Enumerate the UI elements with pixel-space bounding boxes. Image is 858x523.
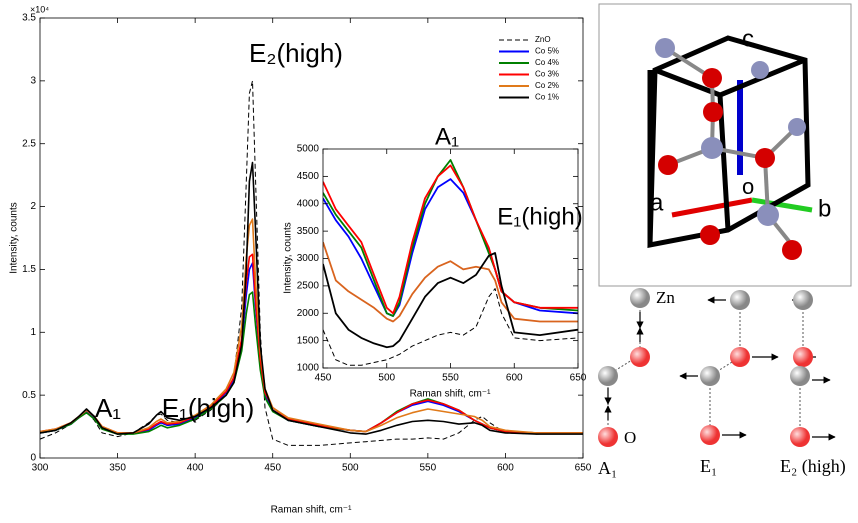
o-atom	[700, 425, 720, 445]
x-tick-label: 650	[575, 463, 592, 474]
x-tick-label: 550	[442, 373, 459, 384]
zn-atom	[655, 38, 675, 58]
zn-atom	[630, 288, 650, 308]
y-tick-label: 2500	[297, 281, 320, 292]
y-tick-label: 4000	[297, 198, 320, 209]
y-tick-label: 1000	[297, 363, 320, 374]
y-tick-label: 3	[30, 75, 36, 86]
peak-annotation: A₁	[435, 123, 459, 150]
o-atom	[702, 68, 722, 88]
axis-exponent: ×10⁴	[30, 4, 49, 14]
zn-atom	[790, 366, 810, 386]
crystal-structure: c a b o	[598, 3, 852, 287]
o-atom	[790, 427, 810, 447]
y-tick-label: 2.5	[22, 138, 36, 149]
y-axis-label: Intensity, counts	[9, 202, 20, 274]
o-atom	[700, 225, 720, 245]
legend-label: Co 2%	[535, 81, 559, 90]
mode-label: E₂ (high)	[780, 456, 846, 477]
o-atom	[630, 347, 650, 367]
x-tick-label: 600	[497, 463, 514, 474]
peak-annotation: E₁(high)	[162, 393, 255, 423]
y-tick-label: 3000	[297, 253, 320, 264]
legend-label: Co 3%	[535, 70, 559, 79]
axis-label: c	[742, 25, 754, 52]
o-atom	[782, 240, 802, 260]
series-line	[323, 252, 578, 349]
y-tick-label: 0	[30, 453, 36, 464]
zn-atom	[793, 290, 813, 310]
zn-atoms	[655, 38, 806, 226]
y-tick-label: 0.5	[22, 390, 36, 401]
y-tick-label: 4500	[297, 171, 320, 182]
peak-annotation: E₁(high)	[497, 203, 582, 230]
o-atoms	[658, 68, 802, 260]
zn-atom	[700, 366, 720, 386]
series-line	[40, 80, 583, 446]
y-axis-label: Intensity, counts	[283, 222, 294, 294]
legend-label: ZnO	[535, 35, 551, 44]
y-tick-label: 2	[30, 201, 36, 212]
x-tick-label: 450	[315, 373, 332, 384]
x-tick-label: 400	[187, 463, 204, 474]
mode-label: E₁	[700, 456, 717, 476]
inset-chart: 450 500 550 600 650 1000 1500 2000 2500 3000 3500 4…	[283, 123, 587, 399]
zn-atom	[730, 290, 750, 310]
o-atom	[658, 155, 678, 175]
legend-label: Co 4%	[535, 58, 559, 67]
series-line	[323, 241, 578, 323]
o-atom	[703, 102, 723, 122]
b-axis	[751, 197, 813, 213]
x-tick-label: 300	[32, 463, 49, 474]
atom-label: Zn	[656, 288, 675, 307]
zn-atom	[757, 204, 779, 226]
y-tick-label: 5000	[297, 144, 320, 155]
legend-label: Co 5%	[535, 47, 559, 56]
x-tick-label: 550	[420, 463, 437, 474]
x-axis-label: Raman shift, cm⁻¹	[271, 505, 353, 516]
series-line	[323, 164, 578, 315]
y-tick-label: 1.5	[22, 264, 36, 275]
axis-label: a	[650, 189, 664, 216]
series-line	[40, 218, 583, 434]
x-axis-label: Raman shift, cm⁻¹	[410, 389, 492, 400]
y-tick-label: 1500	[297, 335, 320, 346]
peak-annotation: E₂(high)	[249, 38, 343, 68]
series-line	[40, 161, 583, 435]
x-tick-label: 500	[378, 373, 395, 384]
axis-label: b	[818, 195, 831, 222]
legend-label: Co 1%	[535, 93, 559, 102]
y-tick-label: 2000	[297, 308, 320, 319]
y-tick-label: 1	[30, 327, 36, 338]
atom-label: O	[624, 428, 636, 447]
y-tick-label: 3.5	[22, 13, 36, 24]
x-tick-label: 350	[109, 463, 126, 474]
o-atom	[730, 347, 750, 367]
axis-label: o	[742, 174, 754, 199]
main-chart: 300 350 400 450 500 550 600 650 0 0.5 1 1.5 2 2.5 3 3.5…	[9, 4, 592, 515]
o-atom	[755, 148, 775, 168]
plot-frame	[39, 17, 584, 459]
zn-atom	[751, 61, 769, 79]
x-tick-label: 600	[506, 373, 523, 384]
zn-atom	[701, 137, 723, 159]
unit-cell	[647, 35, 811, 249]
x-tick-label: 450	[264, 463, 281, 474]
peak-annotation: A₁	[95, 393, 121, 423]
x-tick-label: 650	[570, 373, 587, 384]
o-atom	[793, 347, 813, 367]
y-tick-label: 3500	[297, 226, 320, 237]
vibration-modes: Zn O A₁ E₁ E₂ (high)	[598, 288, 846, 478]
mode-label: A₁	[598, 458, 617, 478]
x-tick-label: 500	[342, 463, 359, 474]
zn-atom	[788, 118, 806, 136]
o-atom	[598, 427, 618, 447]
a-axis	[671, 197, 753, 218]
zn-atom	[598, 366, 618, 386]
mode-atoms	[598, 288, 813, 447]
